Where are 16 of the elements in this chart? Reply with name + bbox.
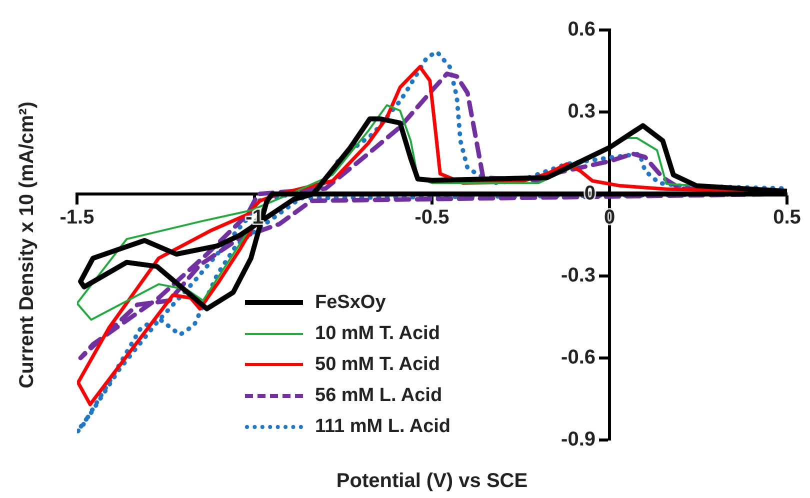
legend-label: 56 mM L. Acid (315, 384, 442, 406)
x-tick-label: 0.5 (773, 206, 801, 229)
legend-label: FeSxOy (315, 292, 386, 314)
x-tick-label: -1.5 (60, 206, 94, 229)
y-tick-label: 0.3 (568, 100, 596, 123)
y-tick-label: -0.3 (561, 264, 596, 287)
legend-label: 111 mM L. Acid (315, 416, 451, 438)
y-tick-label: -0.6 (561, 346, 596, 369)
x-tick-label: -0.5 (414, 206, 450, 229)
legend-label: 10 mM T. Acid (315, 322, 440, 344)
x-tick-label: -1 (246, 206, 264, 229)
y-axis-title: Current Density x 10 (mA/cm²) (16, 102, 39, 388)
y-tick-label: 0.6 (568, 18, 596, 41)
legend-label: 50 mM T. Acid (315, 354, 440, 376)
x-axis-title: Potential (V) vs SCE (336, 470, 528, 493)
y-tick-label: -0.9 (561, 428, 596, 451)
